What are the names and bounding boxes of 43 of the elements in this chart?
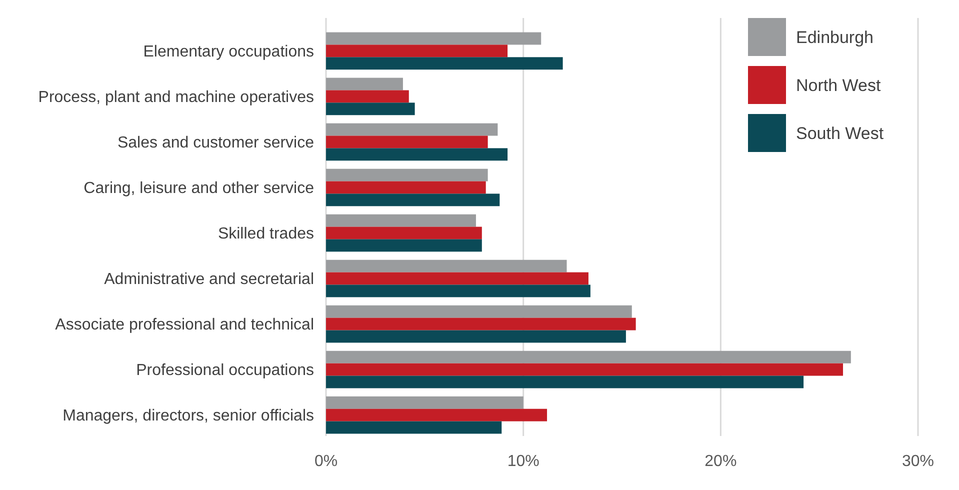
bar xyxy=(326,102,415,116)
bar xyxy=(326,305,632,318)
y-tick-label: Associate professional and technical xyxy=(55,316,314,334)
y-tick-label: Administrative and secretarial xyxy=(104,271,314,288)
x-tick-label: 20% xyxy=(704,453,737,470)
bar xyxy=(326,181,486,194)
bar xyxy=(326,318,636,330)
y-tick-label: Caring, leisure and other service xyxy=(84,180,314,198)
legend-label: Edinburgh xyxy=(796,28,874,47)
bar xyxy=(326,396,524,409)
legend-label: South West xyxy=(796,124,884,143)
bar xyxy=(326,363,844,376)
y-tick-label: Professional occupations xyxy=(136,362,314,380)
bar xyxy=(326,123,498,136)
y-tick-label: Sales and customer service xyxy=(117,134,314,152)
y-tick-label: Managers, directors, senior officials xyxy=(62,408,314,425)
x-tick-label: 0% xyxy=(314,453,338,470)
bar xyxy=(326,239,482,252)
y-tick-label: Skilled trades xyxy=(218,226,314,243)
bar xyxy=(326,214,476,227)
bar xyxy=(326,57,563,70)
bar xyxy=(326,226,482,240)
bar xyxy=(326,421,502,434)
bar xyxy=(326,90,409,103)
y-tick-label: Process, plant and machine operatives xyxy=(38,89,314,106)
bar xyxy=(326,350,851,364)
legend-label: North West xyxy=(796,76,881,95)
bar xyxy=(326,136,488,148)
bar xyxy=(326,408,548,422)
bar xyxy=(326,376,804,388)
bar xyxy=(326,32,542,45)
x-tick-label: 30% xyxy=(902,453,934,470)
bar xyxy=(326,168,488,182)
bar xyxy=(326,194,500,206)
bar xyxy=(326,260,567,272)
bar xyxy=(326,78,403,90)
bar xyxy=(326,272,588,285)
x-tick-label: 10% xyxy=(507,453,540,470)
bar xyxy=(326,284,590,298)
y-tick-label: Elementary occupations xyxy=(143,44,314,61)
bar xyxy=(326,44,508,58)
bar xyxy=(326,148,508,161)
bar xyxy=(326,330,626,343)
